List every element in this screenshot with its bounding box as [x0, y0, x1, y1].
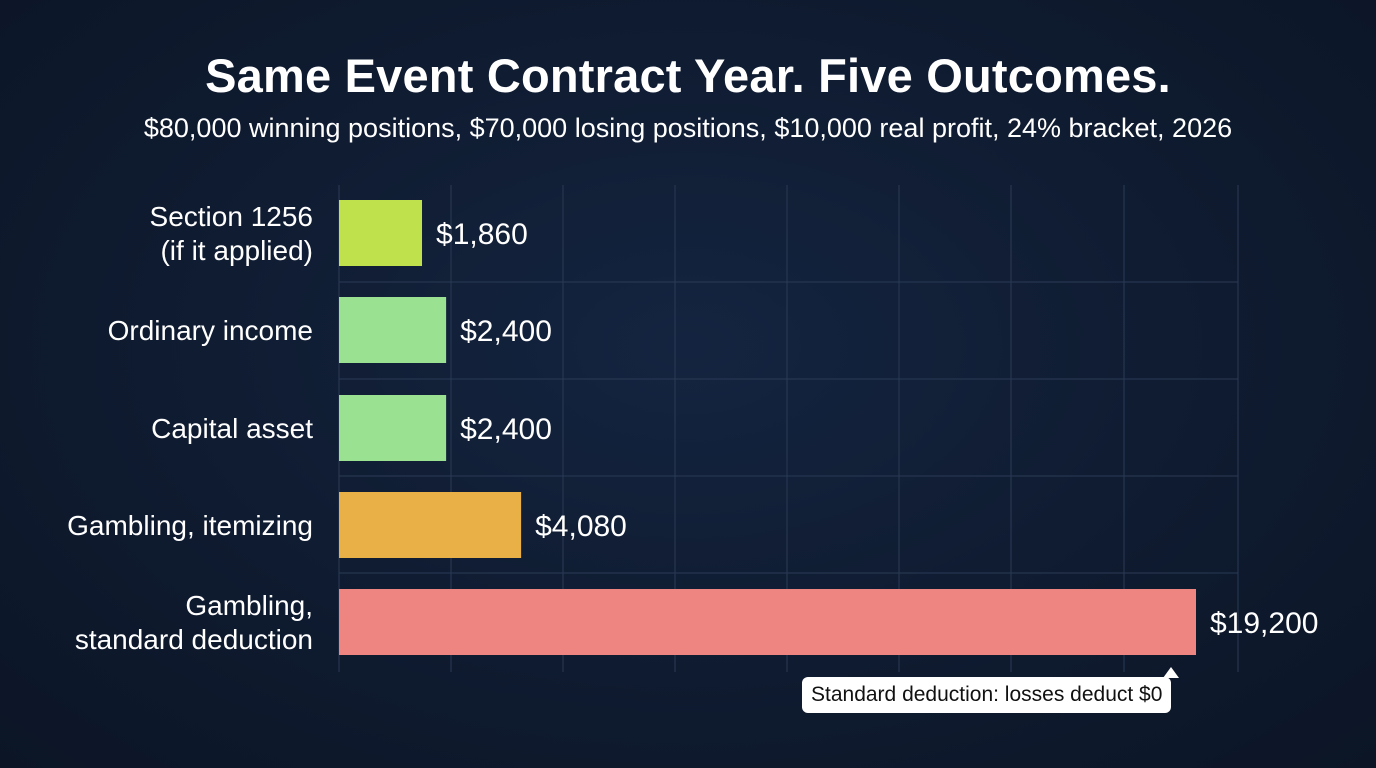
value-labels: $1,860 $2,400 $2,400 $4,080 $19,200: [436, 218, 1318, 640]
category-label-line: Capital asset: [151, 413, 313, 444]
category-label-line: Gambling,: [185, 590, 313, 621]
chart-title: Same Event Contract Year. Five Outcomes.: [205, 49, 1171, 102]
bar: [339, 589, 1196, 655]
category-label: Gambling, itemizing: [67, 510, 313, 541]
category-labels: Section 1256 (if it applied) Ordinary inco…: [67, 201, 313, 655]
bar: [339, 200, 423, 266]
category-label: Capital asset: [151, 413, 313, 444]
category-label-line: Gambling, itemizing: [67, 510, 313, 541]
chart-bars: [339, 200, 1196, 655]
category-label: Section 1256 (if it applied): [150, 201, 313, 266]
category-label: Gambling, standard deduction: [75, 590, 313, 655]
category-label: Ordinary income: [108, 315, 313, 346]
value-label: $2,400: [460, 315, 552, 348]
value-label: $4,080: [535, 510, 627, 543]
value-label: $2,400: [460, 413, 552, 446]
category-label-line: Ordinary income: [108, 315, 313, 346]
chart-subtitle: $80,000 winning positions, $70,000 losin…: [143, 113, 1233, 143]
annotation-pointer: [1163, 667, 1179, 678]
annotation-callout: Standard deduction: losses deduct $0: [802, 677, 1172, 713]
category-label-line: Section 1256: [150, 201, 313, 232]
category-label-line: standard deduction: [75, 624, 313, 655]
bar: [339, 395, 447, 461]
value-label: $19,200: [1210, 607, 1318, 640]
category-label-line: (if it applied): [160, 235, 313, 266]
value-label: $1,860: [436, 218, 528, 251]
bar: [339, 297, 447, 363]
bar: [339, 492, 522, 558]
